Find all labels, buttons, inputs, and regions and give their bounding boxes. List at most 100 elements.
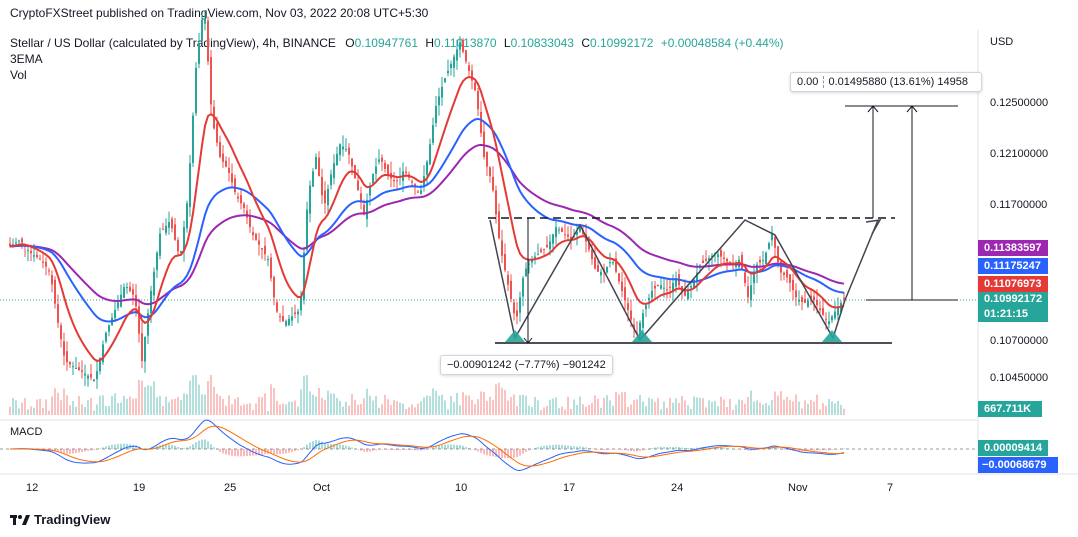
volume-indicator-label[interactable]: Vol: [10, 68, 27, 82]
macd-histogram-bar: [336, 444, 338, 449]
macd-histogram-bar: [183, 447, 185, 449]
volume-bar: [681, 396, 683, 415]
macd-histogram-bar: [207, 441, 209, 449]
candle-body: [444, 78, 446, 82]
ema-indicator-label[interactable]: 3EMA: [10, 52, 43, 66]
candle-body: [810, 295, 812, 299]
macd-histogram-bar: [372, 449, 374, 451]
candle-body: [378, 159, 380, 162]
x-tick: 19: [133, 482, 146, 494]
close-value: 0.10992172: [590, 36, 654, 50]
volume-bar: [834, 403, 836, 415]
volume-bar: [666, 407, 668, 415]
currency-label: USD: [990, 36, 1014, 48]
volume-bar: [672, 402, 674, 415]
volume-bar: [141, 380, 143, 415]
macd-histogram-bar: [807, 449, 809, 451]
volume-bar: [408, 407, 410, 415]
candle-body: [465, 50, 467, 62]
volume-bar: [795, 394, 797, 415]
macd-histogram-bar: [570, 446, 572, 449]
ema-red-line: [9, 75, 845, 362]
volume-bar: [663, 401, 665, 415]
symbol-header: Stellar / US Dollar (calculated by Tradi…: [10, 36, 784, 50]
macd-histogram-bar: [63, 449, 65, 454]
candle-body: [456, 49, 458, 61]
volume-bar: [321, 397, 323, 415]
macd-histogram-bar: [270, 449, 272, 454]
macd-histogram-bar: [426, 449, 428, 450]
volume-bar: [246, 404, 248, 415]
macd-histogram-bar: [510, 449, 512, 459]
candle-body: [51, 275, 53, 285]
volume-bar: [237, 397, 239, 415]
volume-bar: [807, 403, 809, 415]
macd-histogram-bar: [99, 448, 101, 449]
volume-bar: [345, 401, 347, 415]
volume-bar: [534, 397, 536, 415]
y-tick: 0.10450000: [990, 372, 1049, 384]
macd-histogram-bar: [681, 447, 683, 449]
macd-histogram-bar: [798, 449, 800, 452]
open-label: O: [345, 36, 355, 50]
projection-arrowhead: [865, 219, 882, 235]
macd-histogram-bar: [255, 449, 257, 456]
candle-body: [294, 312, 296, 314]
macd-histogram-bar: [534, 447, 536, 449]
candle-body: [276, 302, 278, 312]
candle-body: [384, 162, 386, 169]
candle-body: [420, 190, 422, 194]
macd-histogram-bar: [318, 440, 320, 449]
symbol-name[interactable]: Stellar / US Dollar (calculated by Tradi…: [10, 36, 336, 50]
pattern-zigzag[interactable]: [489, 219, 846, 342]
volume-bar: [441, 394, 443, 415]
macd-histogram-bar: [306, 444, 308, 449]
candle-body: [693, 279, 695, 289]
macd-histogram-bar: [672, 446, 674, 449]
macd-indicator-label[interactable]: MACD: [10, 426, 43, 438]
tradingview-logo[interactable]: TradingView: [10, 512, 110, 527]
bar-countdown: 01:21:15: [984, 308, 1029, 320]
macd-histogram-bar: [612, 449, 614, 450]
candle-body: [228, 167, 230, 173]
macd-histogram-bar: [639, 449, 641, 452]
candle-body: [57, 304, 59, 323]
volume-bar: [252, 409, 254, 415]
macd-histogram-bar: [396, 449, 398, 451]
macd-histogram-bar: [303, 447, 305, 449]
macd-histogram-bar: [450, 444, 452, 449]
macd-histogram-bar: [282, 449, 284, 454]
candle-body: [633, 324, 635, 330]
candle-body: [75, 368, 77, 370]
macd-histogram-bar: [225, 449, 227, 455]
volume-bar: [591, 402, 593, 415]
macd-histogram-bar: [240, 449, 242, 457]
volume-bar: [678, 402, 680, 415]
candle-body: [627, 303, 629, 310]
candle-body: [777, 246, 779, 263]
candle-body: [801, 297, 803, 303]
volume-bar: [414, 407, 416, 415]
volume-bar: [636, 399, 638, 415]
macd-histogram-bar: [666, 446, 668, 449]
volume-bar: [348, 405, 350, 415]
volume-bar: [21, 402, 23, 415]
macd-histogram-bar: [537, 447, 539, 449]
macd-histogram-bar: [465, 446, 467, 449]
volume-bar: [81, 404, 83, 415]
macd-histogram-bar: [843, 448, 845, 449]
candle-body: [18, 240, 20, 242]
volume-bar: [471, 399, 473, 415]
volume-bar: [498, 382, 500, 415]
candle-body: [381, 157, 383, 162]
bottom-marker-2: [632, 330, 652, 342]
volume-bar: [528, 405, 530, 415]
candle-body: [672, 282, 674, 292]
y-tick: 0.10700000: [990, 335, 1049, 347]
volume-bar: [486, 400, 488, 415]
macd-histogram-bar: [87, 449, 89, 451]
volume-bar: [201, 394, 203, 415]
candle-body: [453, 56, 455, 68]
candle-body: [543, 248, 545, 250]
